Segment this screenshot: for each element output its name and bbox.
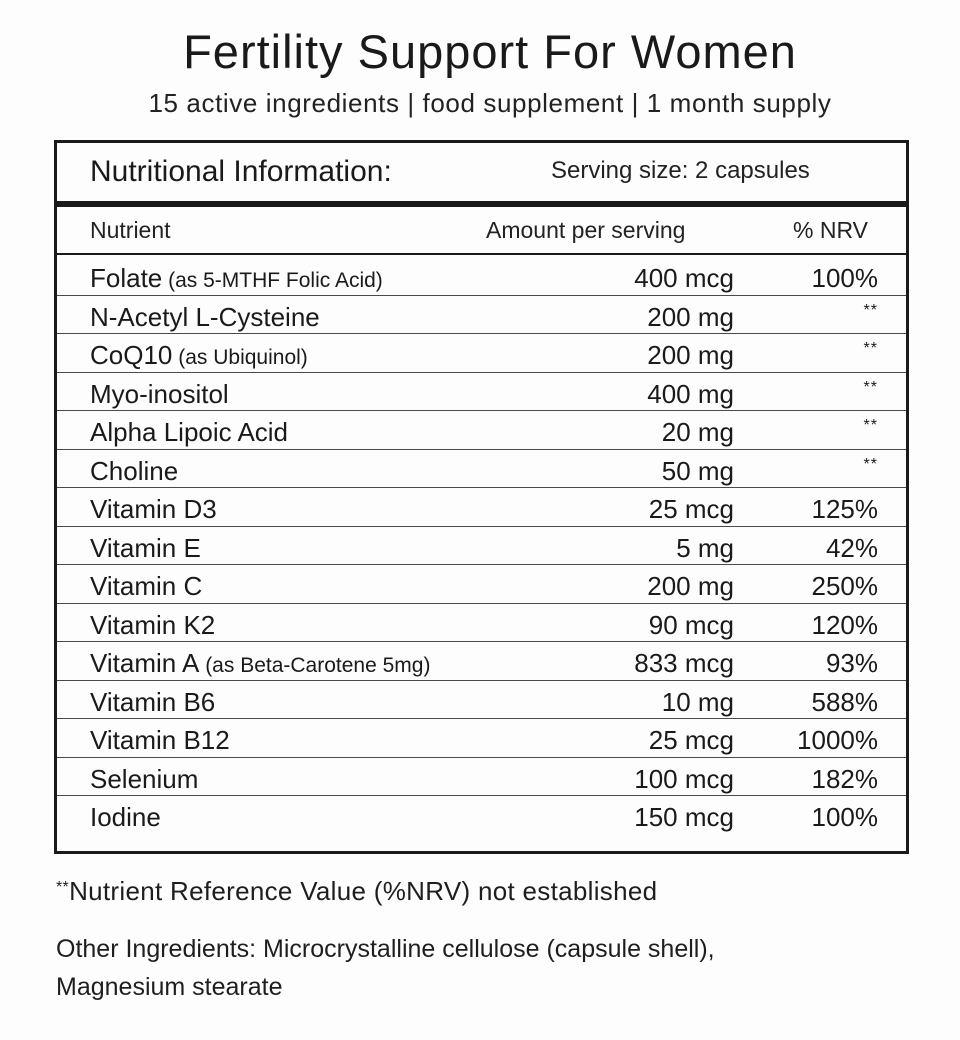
table-row: Vitamin A (as Beta-Carotene 5mg) 833 mcg 9… (57, 642, 906, 681)
nutrient-name: N-Acetyl L-Cysteine (90, 302, 320, 333)
nutrient-qualifier: (as Ubiquinol) (172, 346, 308, 369)
table-row: Vitamin B6 10 mg 588% (57, 681, 906, 719)
nutrient-nrv: 100% (811, 802, 879, 832)
nutrient-amount: 833 mcg (634, 648, 734, 678)
nutrient-amount: 25 mcg (648, 725, 734, 755)
nutrient-name: Iodine (90, 802, 161, 833)
table-row: N-Acetyl L-Cysteine 200 mg ** (57, 296, 906, 334)
nutrition-info-header: Nutritional Information: Serving size: 2… (57, 143, 906, 207)
nutrient-name-text: Vitamin B12 (90, 725, 230, 755)
nutrient-name-text: Myo-inositol (90, 378, 229, 409)
table-row: Choline 50 mg ** (57, 450, 906, 488)
nutrient-name-text: Vitamin C (90, 571, 203, 601)
nutrient-name-text: Iodine (90, 802, 161, 832)
nutrient-nrv: 588% (811, 686, 879, 717)
table-row: Myo-inositol 400 mg ** (57, 373, 906, 411)
nutrient-nrv: 182% (811, 763, 879, 794)
nutrient-qualifier: (as 5-MTHF Folic Acid) (162, 269, 383, 292)
column-header-amount: Amount per serving (486, 217, 686, 243)
nutrient-name-text: CoQ10 (90, 340, 173, 370)
nutrient-name: Alpha Lipoic Acid (90, 417, 288, 448)
nrv-footnote: **Nutrient Reference Value (%NRV) not es… (56, 876, 657, 907)
nutrition-info-title: Nutritional Information: (90, 155, 392, 188)
nutrient-amount: 10 mg (661, 686, 734, 717)
nutrient-nrv: ** (863, 340, 878, 357)
nutrient-amount: 50 mg (661, 455, 734, 486)
nutrient-name: Folate (as 5-MTHF Folic Acid) (90, 263, 383, 294)
nutrient-name: Myo-inositol (90, 379, 229, 410)
nutrient-amount: 20 mg (661, 417, 734, 447)
column-header-nrv: % NRV (793, 217, 868, 243)
nutrient-name-text: Choline (90, 455, 179, 486)
nutrient-name-text: Folate (90, 263, 163, 293)
nutrient-name: Vitamin B6 (90, 687, 215, 718)
table-row: Vitamin E 5 mg 42% (57, 527, 906, 565)
nutrient-name: CoQ10 (as Ubiquinol) (90, 340, 308, 371)
table-row: Vitamin K2 90 mcg 120% (57, 604, 906, 642)
nutrient-nrv: ** (863, 455, 878, 473)
other-ingredients-line-1: Other Ingredients: Microcrystalline cell… (56, 935, 715, 963)
nutrient-nrv: ** (863, 417, 878, 434)
table-header-row: Nutrient Amount per serving % NRV (57, 207, 906, 255)
nutrient-amount: 200 mg (647, 301, 734, 332)
nutrient-amount: 150 mcg (634, 802, 734, 832)
other-ingredients-line-2: Magnesium stearate (56, 973, 283, 1001)
table-row: Vitamin D3 25 mcg 125% (57, 488, 906, 527)
nutrient-name: Vitamin D3 (90, 494, 217, 525)
nutrient-name: Vitamin C (90, 571, 202, 602)
table-row: Alpha Lipoic Acid 20 mg ** (57, 411, 906, 450)
nutrient-amount: 25 mcg (648, 494, 734, 524)
nutrient-amount: 100 mcg (634, 763, 734, 794)
nutrient-name-text: N-Acetyl L-Cysteine (90, 301, 320, 332)
page-title: Fertility Support For Women (183, 25, 797, 78)
nutrient-amount: 400 mcg (634, 263, 734, 293)
nutrient-name: Choline (90, 456, 178, 487)
nutrient-qualifier: (as Beta-Carotene 5mg) (199, 654, 431, 677)
table-row: Folate (as 5-MTHF Folic Acid) 400 mcg 100% (57, 257, 906, 296)
nutrient-table-body: Folate (as 5-MTHF Folic Acid) 400 mcg 100%… (57, 257, 906, 834)
nutrient-name-text: Vitamin B6 (90, 686, 216, 717)
nutrient-name: Vitamin A (as Beta-Carotene 5mg) (90, 648, 430, 679)
nutrient-name-text: Vitamin E (90, 532, 201, 563)
nutrient-name-text: Selenium (90, 763, 199, 794)
footnote-text: Nutrient Reference Value (%NRV) not esta… (69, 876, 658, 906)
nutrient-name-text: Vitamin A (90, 648, 200, 678)
table-row: Iodine 150 mcg 100% (57, 796, 906, 834)
nutrient-nrv: ** (863, 301, 878, 319)
serving-size: Serving size: 2 capsules (551, 157, 810, 184)
nutrient-name-text: Vitamin K2 (90, 609, 216, 640)
nutrient-nrv: 1000% (797, 725, 878, 755)
footnote-stars: ** (56, 879, 70, 896)
nutrient-nrv: 93% (825, 648, 878, 678)
nutrient-nrv: 250% (811, 571, 879, 601)
nutrition-panel: Nutritional Information: Serving size: 2… (54, 140, 909, 854)
nutrient-amount: 200 mg (647, 571, 734, 601)
table-row: Vitamin B12 25 mcg 1000% (57, 719, 906, 758)
nutrient-nrv: ** (863, 378, 878, 396)
nutrient-amount: 200 mg (647, 340, 734, 370)
table-row: Selenium 100 mcg 182% (57, 758, 906, 796)
column-header-nutrient: Nutrient (90, 217, 171, 243)
nutrient-name: Vitamin E (90, 533, 201, 564)
nutrient-name: Selenium (90, 764, 198, 795)
nutrient-nrv: 120% (811, 609, 879, 640)
nutrient-amount: 400 mg (647, 378, 734, 409)
table-row: CoQ10 (as Ubiquinol) 200 mg ** (57, 334, 906, 373)
table-row: Vitamin C 200 mg 250% (57, 565, 906, 604)
nutrient-amount: 90 mcg (648, 609, 734, 640)
nutrient-name-text: Alpha Lipoic Acid (90, 417, 289, 447)
nutrient-name: Vitamin K2 (90, 610, 215, 641)
nutrient-nrv: 100% (811, 263, 879, 293)
nutrient-name: Vitamin B12 (90, 725, 230, 756)
nutrient-amount: 5 mg (676, 532, 734, 563)
page-subtitle: 15 active ingredients | food supplement … (148, 88, 832, 118)
nutrient-name-text: Vitamin D3 (90, 494, 217, 524)
nutrient-nrv: 42% (825, 532, 878, 563)
other-ingredients: Other Ingredients: Microcrystalline cell… (56, 930, 936, 1006)
nutrient-nrv: 125% (811, 494, 879, 524)
